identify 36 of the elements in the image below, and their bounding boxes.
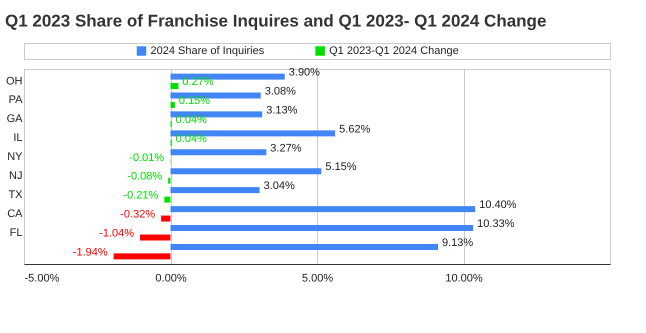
data-label: 0.15% [178,94,210,107]
data-label: 5.62% [339,123,371,136]
data-label: 0.04% [176,114,208,126]
data-label: -0.01% [129,152,164,164]
legend-label: Q1 2023-Q1 2024 Change [329,45,459,57]
data-label: 9.13% [442,236,474,249]
y-tick-label: TX [8,188,24,201]
y-tick-label: IL [13,132,22,144]
data-label: 3.27% [270,142,302,154]
y-tick-label: OH [6,75,23,88]
data-label: 0.27% [182,76,214,88]
data-label: 10.33% [477,218,515,230]
data-label: 3.13% [266,104,298,116]
x-tick-label: 10.00% [445,272,483,284]
y-tick-label: FL [10,226,22,239]
x-tick-label: 0.00% [155,272,187,284]
legend-label: 2024 Share of Inquiries [150,45,265,57]
data-label: -0.32% [120,208,156,221]
data-label: -0.08% [127,170,162,183]
x-tick-label: 5.00% [302,272,334,284]
y-tick-label: CA [7,208,24,220]
data-label: 5.15% [325,161,357,174]
y-tick-label: NY [7,151,24,164]
y-tick-label: NJ [9,170,22,182]
data-label: -0.21% [123,190,159,202]
data-label: 10.40% [479,199,517,212]
data-label: 3.90% [288,66,320,79]
data-label: 3.08% [264,86,296,98]
x-tick-label: -5.00% [24,272,60,284]
data-label: -1.94% [72,246,108,258]
y-tick-label: PA [8,94,24,106]
y-tick-label: GA [6,113,24,126]
data-label: 0.04% [176,132,208,145]
data-label: 3.04% [264,180,295,192]
data-label: -1.04% [99,227,134,240]
chart-title: Q1 2023 Share of Franchise Inquires and Q1 2023- Q1 2024 Change [5,12,546,30]
